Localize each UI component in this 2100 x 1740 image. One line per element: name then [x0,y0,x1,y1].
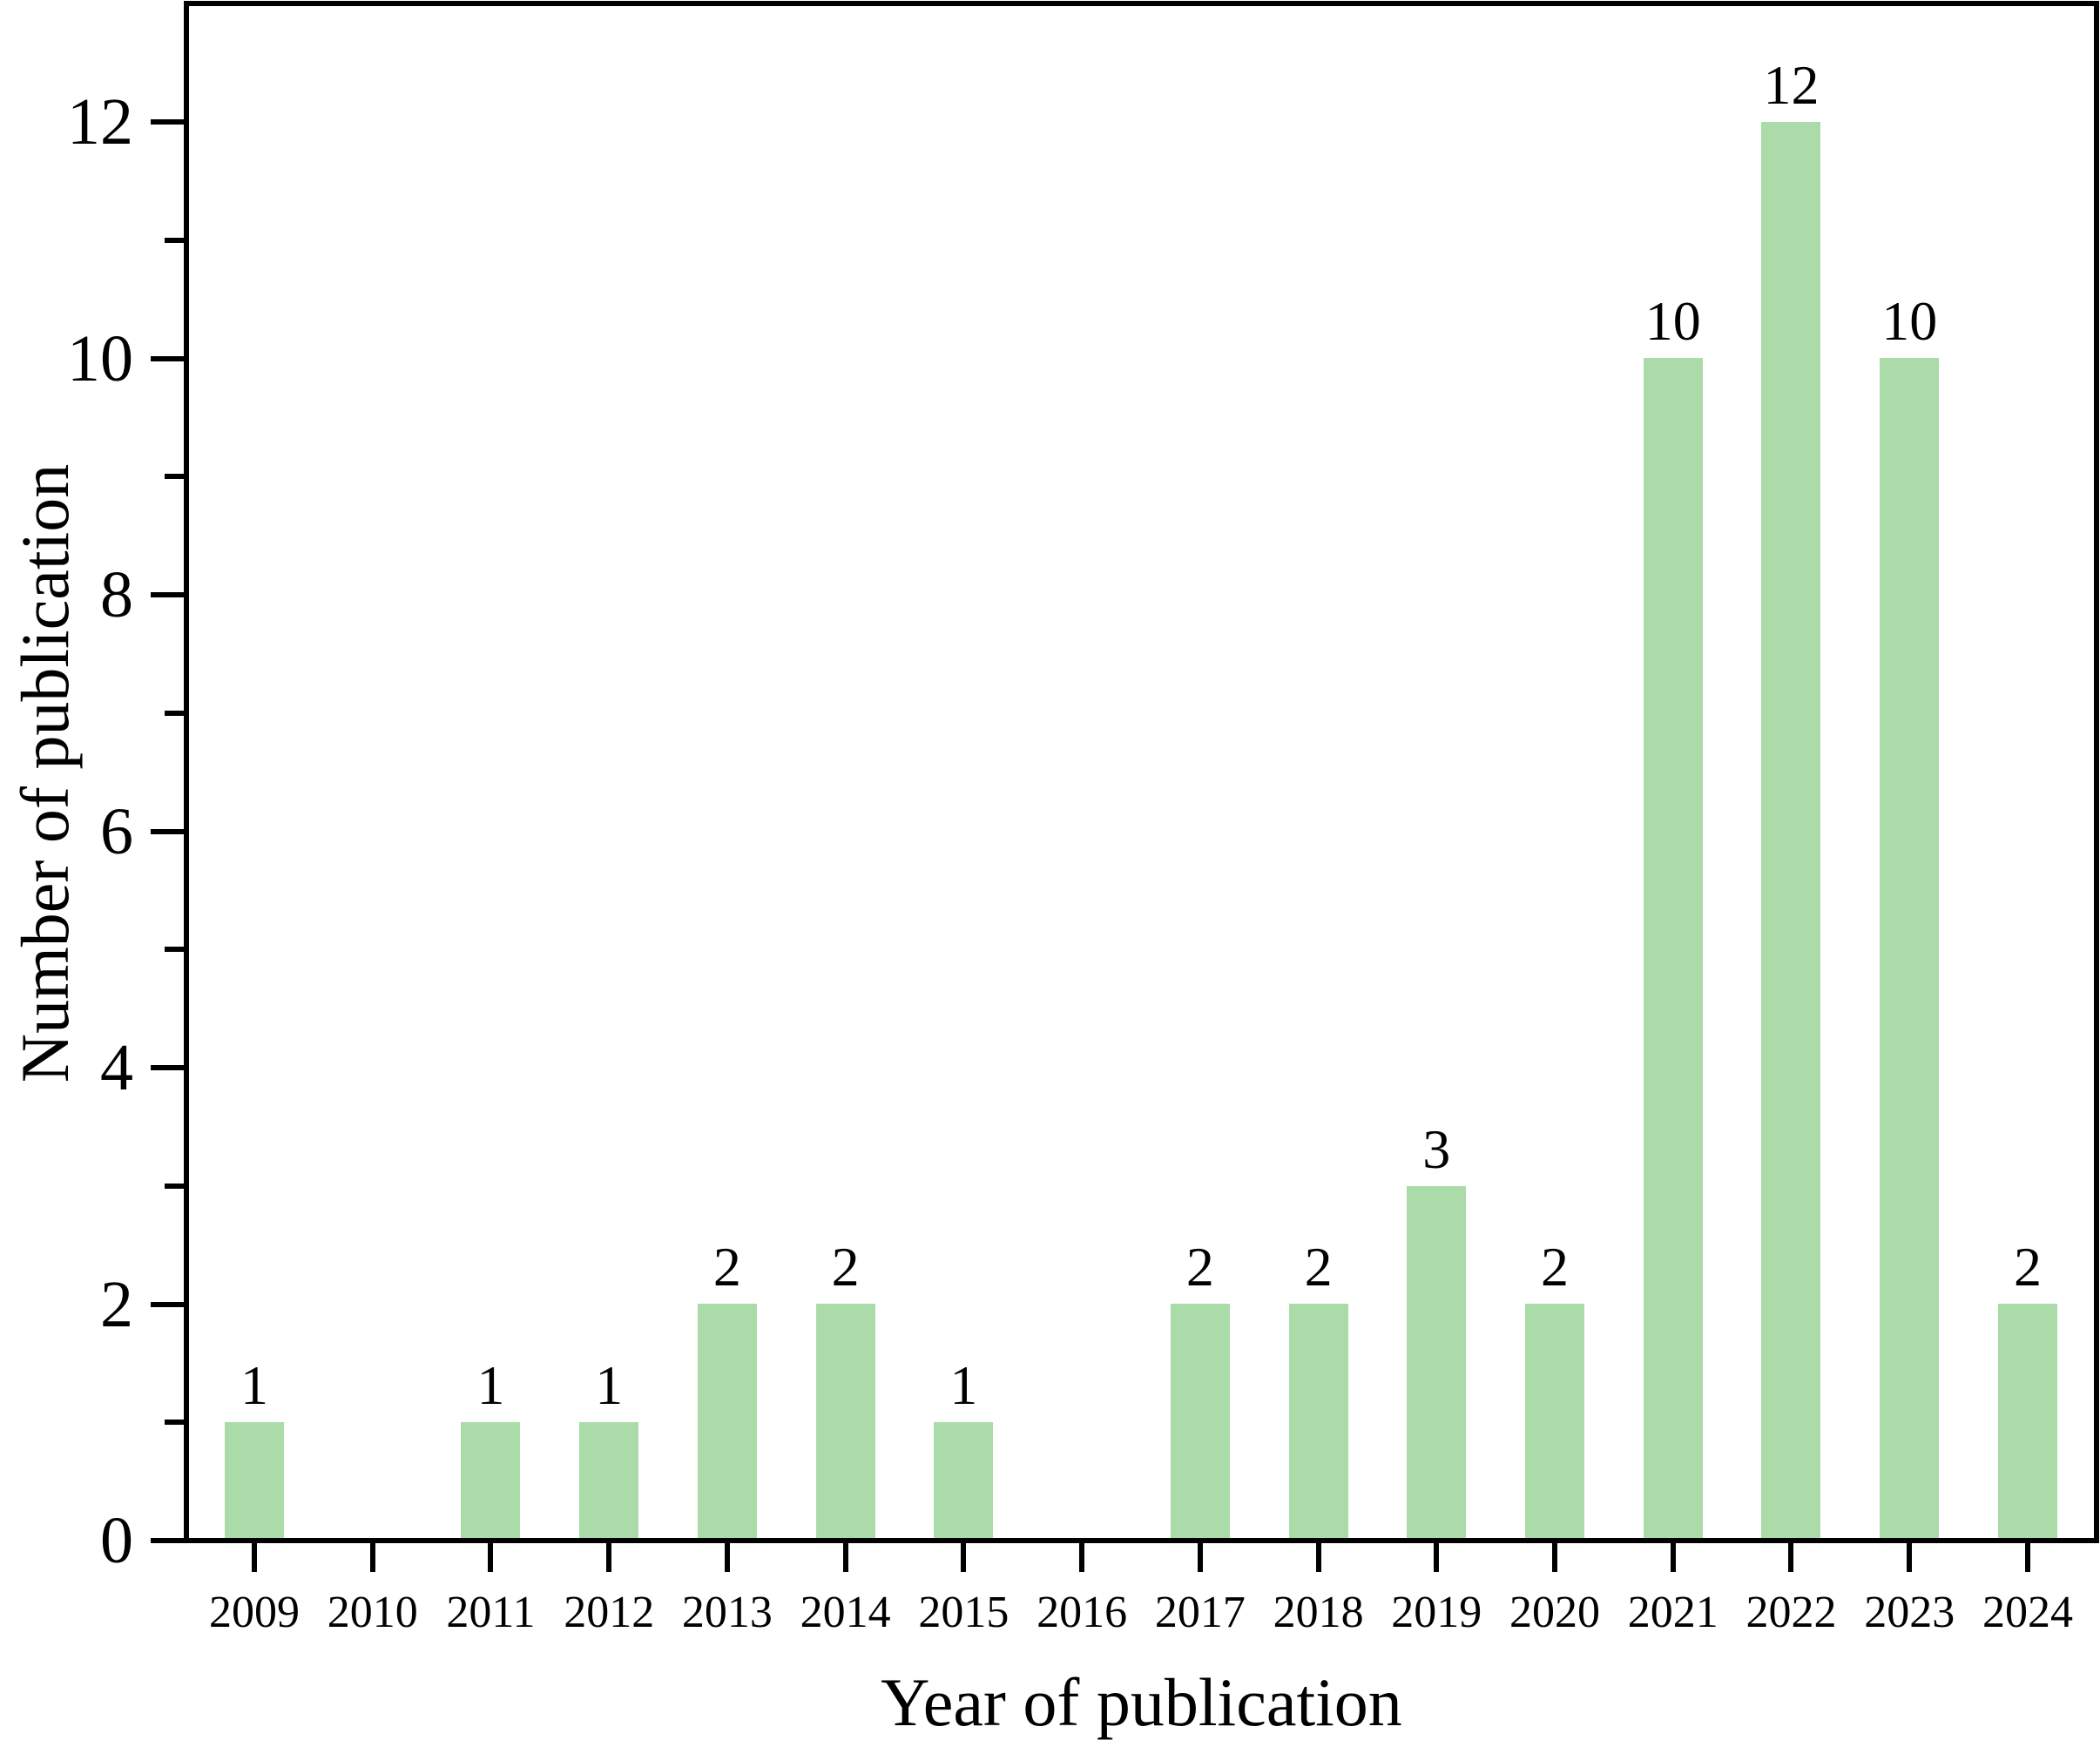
y-tick-major-6 [151,828,184,834]
bar-value-label-2012: 1 [595,1354,624,1416]
bar-2009 [225,1422,284,1538]
y-tick-label-6: 6 [100,794,133,868]
x-tick-label-2018: 2018 [1273,1588,1364,1637]
y-tick-minor-1 [165,1420,184,1426]
x-tick-label-2022: 2022 [1745,1588,1837,1637]
bar-value-label-2009: 1 [240,1354,268,1416]
y-tick-label-8: 8 [100,558,133,631]
bar-2021 [1643,358,1703,1538]
x-tick-2022 [1788,1543,1794,1572]
x-tick-2017 [1197,1543,1203,1572]
x-axis-title: Year of publication [881,1664,1402,1740]
bar-2022 [1761,122,1821,1538]
y-tick-minor-7 [165,710,184,716]
x-tick-2020 [1552,1543,1558,1572]
bar-2018 [1288,1304,1348,1538]
bar-2017 [1170,1304,1230,1538]
bar-value-label-2011: 1 [476,1354,505,1416]
y-tick-minor-3 [165,1183,184,1189]
x-tick-label-2021: 2021 [1627,1588,1718,1637]
x-tick-label-2012: 2012 [564,1588,655,1637]
x-tick-2010 [369,1543,375,1572]
bar-2011 [461,1422,521,1538]
y-axis-title: Number of publication [7,463,83,1083]
x-tick-label-2009: 2009 [209,1588,300,1637]
y-tick-major-12 [151,119,184,125]
x-tick-label-2011: 2011 [446,1588,536,1637]
bar-value-label-2014: 2 [831,1236,860,1298]
x-tick-label-2015: 2015 [918,1588,1009,1637]
x-tick-label-2014: 2014 [800,1588,891,1637]
x-tick-label-2016: 2016 [1036,1588,1128,1637]
bar-2015 [934,1422,994,1538]
y-tick-major-10 [151,355,184,361]
x-tick-2009 [252,1543,257,1572]
bar-2019 [1407,1186,1467,1538]
bar-2020 [1525,1304,1585,1538]
x-tick-label-2013: 2013 [681,1588,773,1637]
bar-value-label-2013: 2 [712,1236,741,1298]
x-tick-label-2019: 2019 [1391,1588,1482,1637]
bar-value-label-2021: 10 [1644,290,1701,352]
x-tick-label-2017: 2017 [1154,1588,1246,1637]
y-tick-minor-9 [165,474,184,480]
x-tick-label-2023: 2023 [1864,1588,1955,1637]
x-tick-2021 [1670,1543,1676,1572]
y-tick-minor-11 [165,237,184,243]
x-tick-2015 [961,1543,967,1572]
y-tick-major-8 [151,592,184,597]
bar-2012 [579,1422,639,1538]
x-tick-2024 [2024,1543,2030,1572]
y-tick-major-4 [151,1065,184,1070]
x-tick-label-2024: 2024 [1982,1588,2073,1637]
x-tick-2013 [724,1543,730,1572]
x-tick-2014 [842,1543,848,1572]
x-tick-2012 [606,1543,612,1572]
y-tick-major-2 [151,1301,184,1307]
bar-value-label-2024: 2 [2013,1236,2042,1298]
y-tick-label-2: 2 [100,1267,133,1341]
x-tick-label-2020: 2020 [1509,1588,1601,1637]
bar-value-label-2022: 12 [1763,54,1820,116]
bar-value-label-2023: 10 [1881,290,1938,352]
y-tick-minor-5 [165,947,184,953]
bar-value-label-2018: 2 [1304,1236,1333,1298]
bar-value-label-2017: 2 [1185,1236,1214,1298]
y-tick-label-10: 10 [67,321,133,395]
y-tick-major-0 [151,1538,184,1543]
bar-value-label-2019: 3 [1422,1118,1451,1180]
bar-2014 [815,1304,875,1538]
x-tick-2019 [1434,1543,1440,1572]
x-tick-label-2010: 2010 [327,1588,418,1637]
bar-2024 [1997,1304,2057,1538]
y-tick-label-4: 4 [100,1031,133,1104]
x-tick-2018 [1315,1543,1321,1572]
bar-value-label-2020: 2 [1541,1236,1570,1298]
y-tick-label-12: 12 [67,85,133,158]
bar-value-label-2015: 1 [949,1354,978,1416]
x-tick-2016 [1079,1543,1085,1572]
x-tick-2011 [488,1543,494,1572]
bar-2023 [1880,358,1940,1538]
bar-2013 [697,1304,757,1538]
y-tick-label-0: 0 [100,1504,133,1577]
x-tick-2023 [1907,1543,1913,1572]
